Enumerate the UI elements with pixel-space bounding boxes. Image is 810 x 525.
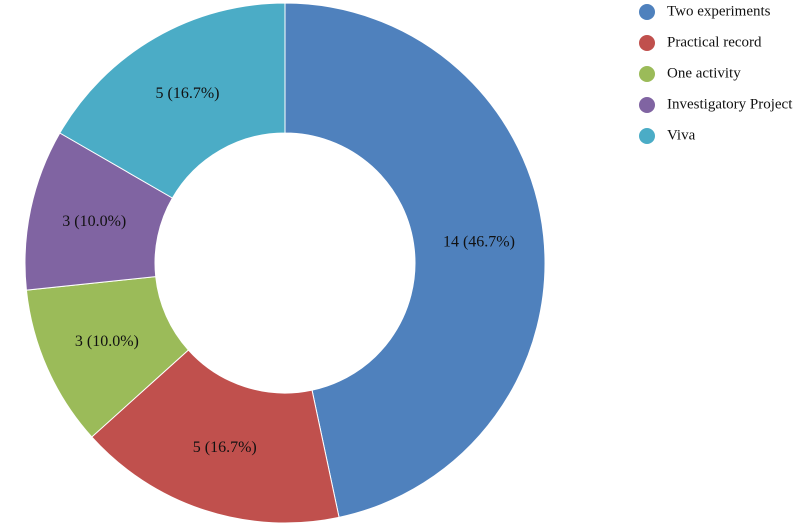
legend-marker-practical-record — [639, 35, 655, 51]
legend-item-practical-record: Practical record — [639, 34, 762, 51]
slice-label-investigatory-project: 3 (10.0%) — [62, 213, 126, 230]
legend-item-viva: Viva — [639, 127, 696, 144]
legend-item-one-activity: One activity — [639, 65, 741, 82]
slice-practical-record — [91, 349, 340, 524]
slice-label-one-activity: 3 (10.0%) — [75, 333, 139, 350]
slice-two-experiments — [284, 2, 546, 518]
slice-label-practical-record: 5 (16.7%) — [193, 439, 257, 456]
legend-item-two-experiments: Two experiments — [639, 3, 771, 20]
legend-label-one-activity: One activity — [667, 65, 741, 81]
chart-slice-labels: 14 (46.7%) 5 (16.7%) 3 (10.0%) 3 (10.0%) 5 (… — [62, 85, 515, 456]
legend-label-two-experiments: Two experiments — [667, 3, 771, 19]
legend-marker-viva — [639, 128, 655, 144]
slice-viva — [59, 2, 286, 199]
legend-marker-two-experiments — [639, 4, 655, 20]
legend-marker-investigatory-project — [639, 97, 655, 113]
slice-label-viva: 5 (16.7%) — [156, 85, 220, 102]
chart-legend: Two experiments Practical record One activ… — [639, 3, 793, 144]
legend-marker-one-activity — [639, 66, 655, 82]
legend-label-viva: Viva — [667, 127, 696, 143]
legend-label-investigatory-project: Investigatory Project — [667, 96, 793, 112]
legend-item-investigatory-project: Investigatory Project — [639, 96, 793, 113]
chart-slices — [24, 2, 546, 524]
legend-label-practical-record: Practical record — [667, 34, 762, 50]
slice-label-two-experiments: 14 (46.7%) — [443, 233, 515, 250]
